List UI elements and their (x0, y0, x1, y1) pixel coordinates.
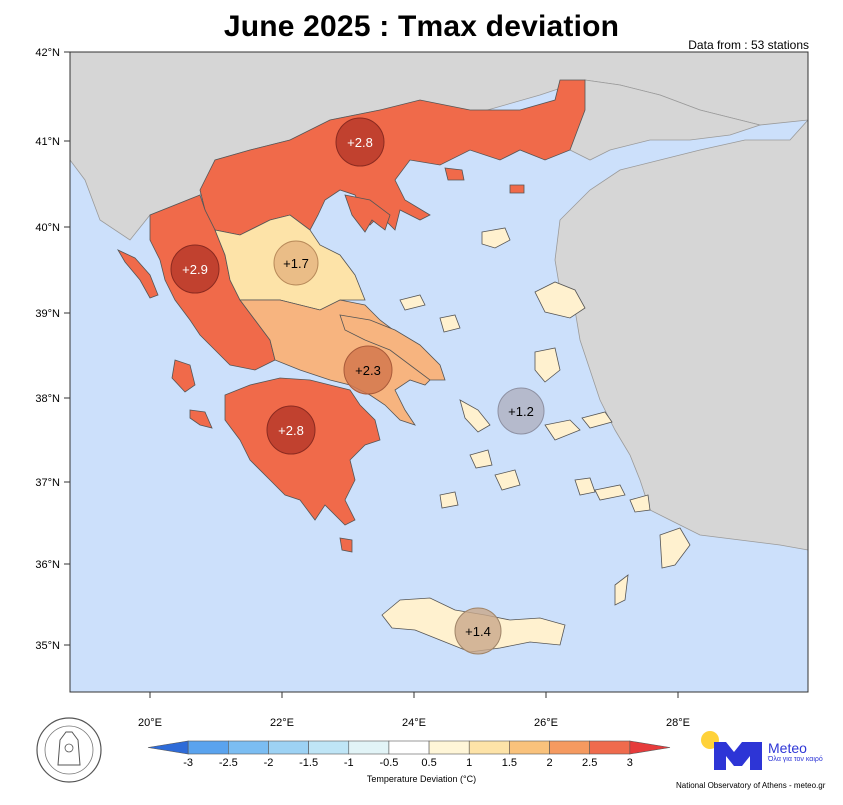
deviation-label: +1.4 (465, 624, 491, 639)
colorbar-tick-label: -2.5 (219, 757, 238, 769)
lat-label: 41°N (35, 136, 60, 148)
colorbar-cell (428, 740, 470, 755)
region-marker-macedonia: +2.8 (335, 117, 385, 167)
region-marker-aegean: +1.2 (497, 387, 545, 435)
credit-text: National Observatory of Athens - meteo.g… (676, 781, 826, 790)
colorbar-cell (589, 740, 631, 755)
turkey-land (554, 119, 808, 551)
chalkidiki (344, 194, 391, 233)
stations-note: Data from : 53 stations (688, 38, 809, 52)
island-corfu (117, 249, 159, 299)
colorbar-tick-label: 1.5 (502, 757, 517, 769)
island-zakynthos (189, 409, 213, 429)
colorbar-cell (147, 740, 189, 755)
colorbar-cell (348, 740, 390, 755)
noa-seal (36, 717, 102, 783)
region-evia (339, 314, 446, 381)
colorbar-cell (629, 740, 671, 755)
deviation-label: +2.8 (278, 423, 304, 438)
colorbar-cell (468, 740, 510, 755)
colorbar-cell (509, 740, 550, 755)
deviation-label: +1.7 (283, 256, 309, 271)
lat-label: 40°N (35, 222, 60, 234)
colorbar: -3 -2.5 -2 -1.5 -1 -0.5 0.5 1 1.5 2 2.5 3 (147, 740, 671, 769)
island-kythira (339, 537, 353, 553)
lat-label: 36°N (35, 559, 60, 571)
colorbar-tick-label: 2.5 (582, 757, 597, 769)
colorbar-tick-label: 2 (546, 757, 552, 769)
region-marker-thessaly: +1.7 (273, 240, 319, 286)
region-marker-crete: +1.4 (454, 607, 502, 655)
map-title: June 2025 : Tmax deviation (223, 10, 620, 43)
map-frame (69, 51, 809, 693)
lon-label: 28°E (666, 717, 690, 729)
aegean-islands-group (399, 227, 691, 606)
region-marker-epirus: +2.9 (170, 244, 220, 294)
island-lefkada (171, 359, 196, 393)
lon-label: 24°E (402, 717, 426, 729)
colorbar-cell (187, 740, 229, 755)
lon-label: 22°E (270, 717, 294, 729)
colorbar-title: Temperature Deviation (°C) (366, 774, 477, 784)
colorbar-tick-label: -1.5 (299, 757, 318, 769)
lat-axis: 42°N 41°N 40°N 39°N 38°N 37°N 36°N 35°N (35, 47, 70, 652)
lon-axis: 20°E 22°E 24°E 26°E 28°E (138, 692, 690, 729)
meteo-logo (701, 731, 762, 770)
lat-label: 42°N (35, 47, 60, 59)
lat-label: 38°N (35, 393, 60, 405)
thasos (444, 167, 465, 181)
colorbar-tick-label: 0.5 (421, 757, 436, 769)
lon-label: 20°E (138, 717, 162, 729)
colorbar-tick-label: -2 (264, 757, 274, 769)
colorbar-cell (388, 740, 430, 755)
colorbar-cell (549, 740, 590, 755)
samothraki (509, 184, 525, 194)
colorbar-tick-label: -3 (183, 757, 193, 769)
colorbar-cell (268, 740, 309, 755)
colorbar-tick-label: 1 (466, 757, 472, 769)
region-marker-central-greece: +2.3 (343, 345, 393, 395)
deviation-label: +2.9 (182, 262, 208, 277)
colorbar-cell (228, 740, 269, 755)
colorbar-tick-label: -0.5 (379, 757, 398, 769)
colorbar-tick-label: 3 (627, 757, 633, 769)
meteo-logo-name: Meteo (768, 740, 807, 756)
lat-label: 37°N (35, 477, 60, 489)
lon-label: 26°E (534, 717, 558, 729)
meteo-logo-tagline: Όλα για τον καιρό (768, 756, 823, 763)
lat-label: 35°N (35, 640, 60, 652)
lat-label: 39°N (35, 308, 60, 320)
deviation-label: +1.2 (508, 404, 534, 419)
deviation-label: +2.3 (355, 363, 381, 378)
deviation-label: +2.8 (347, 135, 373, 150)
region-marker-peloponnese: +2.8 (266, 405, 316, 455)
colorbar-tick-label: -1 (344, 757, 354, 769)
colorbar-cell (308, 740, 350, 755)
